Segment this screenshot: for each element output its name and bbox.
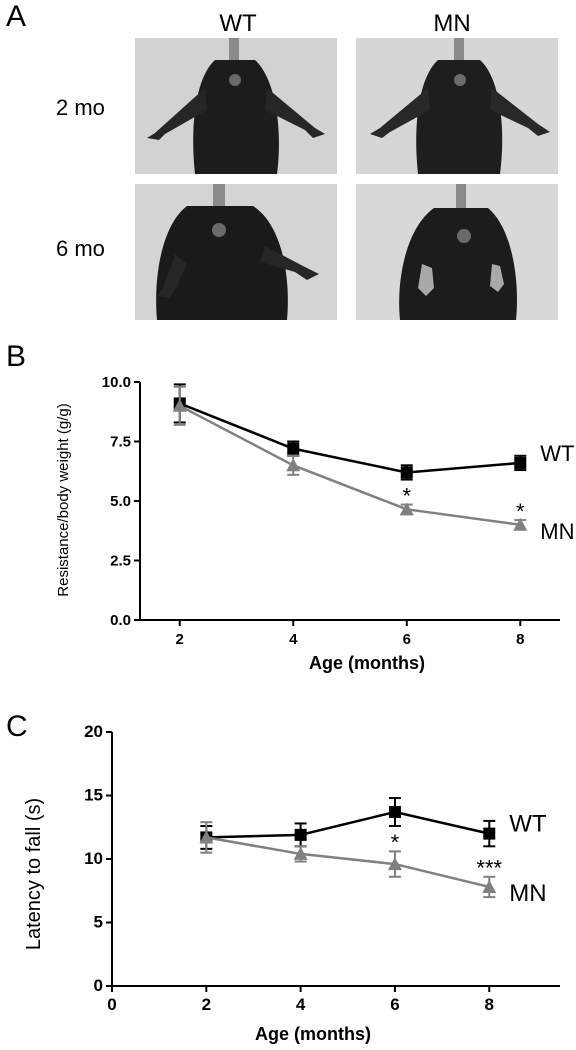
photo-mn-2mo <box>356 38 558 174</box>
x-tick-label: 2 <box>202 995 211 1014</box>
data-point-wt <box>388 806 401 819</box>
data-point-mn <box>513 517 528 531</box>
x-tick-label: 8 <box>516 631 524 648</box>
column-label-wt: WT <box>219 10 257 37</box>
series-wt <box>173 383 527 481</box>
legend-label-wt: WT <box>540 441 574 466</box>
data-point-mn <box>293 846 308 860</box>
series-mn <box>172 385 528 531</box>
panel-c-letter: C <box>6 710 28 743</box>
legend-label-mn: MN <box>540 519 574 544</box>
y-tick-label: 10 <box>84 849 103 868</box>
legend-label-wt: WT <box>509 811 547 838</box>
y-tick-label: 7.5 <box>110 434 131 451</box>
y-axis-label: Latency to fall (s) <box>23 798 45 950</box>
row-label-6mo: 6 mo <box>56 236 105 261</box>
data-point-wt <box>294 828 307 841</box>
x-tick-label: 0 <box>107 995 116 1014</box>
chart-resistance: 0.0 2.5 5.0 7.5 10.0 2 4 6 8 WT MN * * Age (months)… <box>55 374 574 673</box>
significance-marker: * <box>402 483 411 508</box>
data-point-mn <box>387 857 402 871</box>
series-wt <box>200 797 496 850</box>
x-tick-label: 8 <box>485 995 494 1014</box>
y-tick-label: 20 <box>84 722 103 741</box>
column-label-mn: MN <box>433 10 471 37</box>
y-tick-label: 0.0 <box>110 612 131 629</box>
photo-mn-6mo <box>356 184 558 320</box>
series-mn <box>199 821 497 899</box>
y-tick-label: 10.0 <box>102 374 131 391</box>
x-axis-label: Age (months) <box>255 1024 371 1044</box>
y-tick-label: 15 <box>84 786 103 805</box>
x-tick-label: 4 <box>289 631 298 648</box>
photo-wt-6mo <box>135 184 337 320</box>
y-tick-label: 5.0 <box>110 493 131 510</box>
x-tick-label: 4 <box>296 995 306 1014</box>
series-line-mn <box>179 404 521 527</box>
x-axis-label: Age (months) <box>309 653 425 673</box>
data-point-mn <box>199 830 214 844</box>
series-line-wt <box>179 402 521 474</box>
significance-marker: * <box>516 499 525 524</box>
panel-b-letter: B <box>6 340 27 373</box>
legend-label-mn: MN <box>509 880 546 907</box>
series-line-mn <box>206 836 490 889</box>
data-point-mn <box>482 879 497 893</box>
row-label-2mo: 2 mo <box>56 95 105 120</box>
significance-marker: *** <box>476 856 502 881</box>
x-tick-label: 6 <box>403 631 411 648</box>
data-point-wt <box>483 827 496 840</box>
y-tick-label: 2.5 <box>110 553 131 570</box>
data-point-mn <box>286 458 301 472</box>
data-point-mn <box>172 398 187 412</box>
y-tick-label: 5 <box>94 913 103 932</box>
data-point-wt <box>400 466 413 479</box>
data-point-wt <box>514 456 527 469</box>
x-tick-label: 2 <box>176 631 184 648</box>
panel-a-letter: A <box>6 0 27 33</box>
x-tick-label: 6 <box>390 995 399 1014</box>
y-tick-label: 0 <box>94 976 103 995</box>
significance-marker: * <box>391 830 400 855</box>
photo-wt-2mo <box>135 38 337 174</box>
data-point-wt <box>287 442 300 455</box>
y-axis-label: Resistance/body weight (g/g) <box>55 403 72 596</box>
series-line-wt <box>206 810 490 839</box>
data-point-mn <box>399 502 414 516</box>
